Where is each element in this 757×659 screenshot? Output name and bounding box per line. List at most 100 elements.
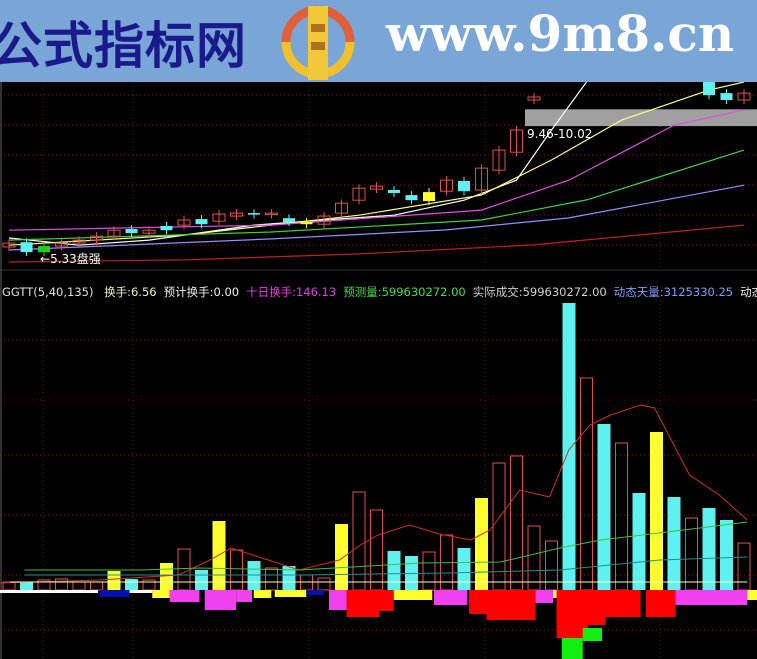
candle [405, 195, 418, 201]
flow-block [588, 590, 606, 625]
flow-block [535, 590, 553, 603]
volume-bar [195, 570, 208, 590]
volume-bar [737, 542, 751, 591]
volume-bar [545, 540, 558, 591]
moving-average-line [8, 149, 745, 241]
low-price-label: 5.33 [50, 252, 77, 266]
flow-block [0, 590, 98, 593]
volume-ma-line [24, 556, 748, 576]
flow-block [253, 590, 272, 598]
flow-block [553, 590, 557, 598]
indicator-value: 十日换手:146.13 [246, 285, 337, 299]
flow-block [129, 590, 153, 593]
indicator-header: GGTT(5,40,135) 换手:6.56 预计换手:0.00 十日换手:146.… [2, 284, 757, 300]
volume-bar [317, 577, 331, 591]
arrow-left-icon: ← [40, 252, 51, 266]
site-name: 公式指标网 [0, 17, 247, 75]
flow-block [486, 590, 536, 620]
volume-bar [352, 491, 366, 591]
flow-block [393, 590, 433, 600]
low-marker-suffix: 盘强 [76, 252, 101, 266]
flow-block [99, 590, 130, 597]
candle [265, 212, 278, 216]
candle [142, 229, 156, 234]
moving-average-line [8, 184, 745, 251]
moving-average-line [8, 82, 745, 246]
candle [195, 219, 208, 225]
volume-bar [107, 571, 121, 590]
indicator-value: 预测量:599630272.00 [343, 285, 466, 299]
volume-bar [492, 462, 506, 591]
volume-bar [702, 508, 716, 590]
volume-bar [632, 493, 646, 590]
flow-block [605, 590, 641, 617]
stock-chart[interactable] [0, 82, 757, 659]
indicator-value: 实际成交:599630272.00 [472, 285, 607, 299]
volume-bar [475, 498, 488, 590]
candle [55, 242, 68, 247]
flow-block [379, 590, 394, 611]
candle [2, 242, 16, 248]
moving-average-line [8, 82, 587, 246]
volume-bar [457, 548, 471, 590]
volume-bar [160, 563, 173, 590]
candle [510, 129, 523, 153]
flow-block [561, 638, 583, 659]
volume-bar [72, 581, 86, 591]
moving-average-line [8, 224, 745, 263]
flow-block [236, 590, 252, 602]
volume-bar [667, 497, 681, 590]
candle [38, 246, 50, 253]
volume-bar [720, 520, 733, 590]
candle [423, 192, 435, 202]
candle [160, 226, 173, 231]
volume-bar [562, 303, 576, 590]
volume-bar [580, 377, 593, 591]
candle [230, 212, 243, 217]
candle [335, 202, 348, 214]
candle [72, 239, 86, 244]
candle [300, 222, 313, 225]
low-marker: ←5.33盘强 [40, 250, 101, 267]
volume-bar [177, 548, 191, 591]
range-band-label: 9.46-10.02 [527, 127, 593, 141]
flow-block [582, 628, 602, 641]
candle [20, 242, 33, 253]
candle [212, 213, 226, 222]
flow-block [152, 590, 170, 598]
candle [527, 96, 541, 101]
indicator-value: 换手:6.56 [104, 285, 157, 299]
flow-block [645, 590, 676, 617]
candle [492, 149, 506, 171]
volume-bar [282, 566, 296, 590]
volume-bar [597, 424, 611, 590]
volume-bar [230, 549, 243, 591]
volume-bar [335, 524, 348, 590]
volume-bar [510, 455, 523, 591]
flow-block [204, 590, 237, 610]
volume-bar [527, 525, 541, 591]
site-url: www.9m8.cn [386, 4, 735, 63]
flow-block [329, 590, 347, 610]
volume-bar [90, 581, 103, 591]
candle [737, 92, 751, 101]
candle [283, 218, 295, 223]
candle [177, 219, 191, 226]
flow-block [469, 590, 487, 614]
volume-bar [125, 579, 138, 590]
candle [458, 181, 470, 192]
candle [352, 187, 366, 201]
indicator-value: 动态 [740, 285, 757, 299]
candle [388, 190, 400, 193]
volume-bar [20, 582, 33, 590]
indicator-value: 预计换手:0.00 [163, 285, 240, 299]
candle [370, 185, 383, 190]
flow-block [747, 590, 757, 600]
flow-block [274, 590, 307, 597]
watermark-banner: 公式指标网 www.9m8.cn [0, 0, 757, 82]
volume-bar [422, 551, 436, 591]
volume-bar [370, 509, 383, 591]
flow-block [434, 590, 468, 605]
flow-block [675, 590, 748, 605]
candle [90, 235, 103, 241]
